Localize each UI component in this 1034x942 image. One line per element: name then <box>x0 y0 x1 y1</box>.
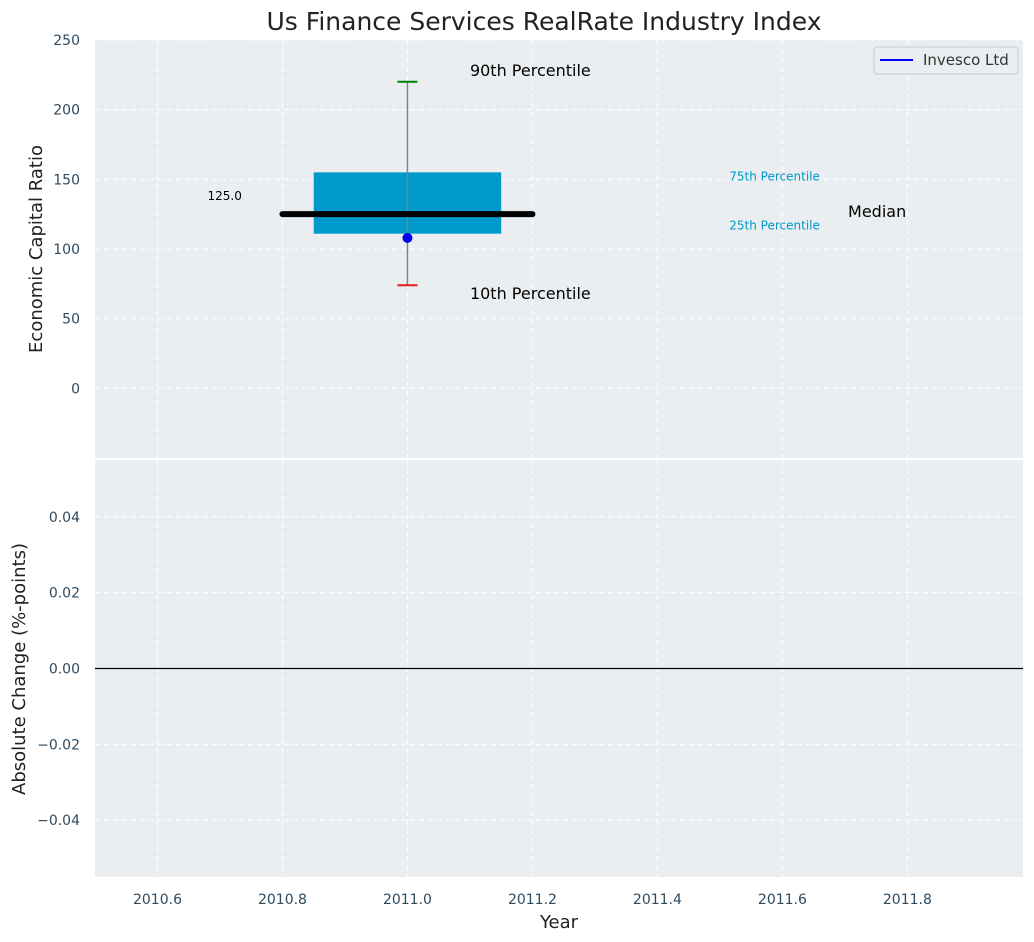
bottom-y-tick-label: 0.02 <box>49 586 80 602</box>
top-y-tick-label: 100 <box>53 242 80 258</box>
legend: Invesco Ltd <box>873 46 1019 75</box>
x-tick-label: 2010.8 <box>258 892 307 908</box>
median-value-label: 125.0 <box>207 189 241 203</box>
chart-title: Us Finance Services RealRate Industry In… <box>267 7 822 36</box>
company-point-invesco <box>402 232 413 243</box>
top-y-tick-label: 250 <box>53 33 80 49</box>
x-tick-label: 2011.8 <box>883 892 932 908</box>
x-tick-label: 2011.0 <box>383 892 432 908</box>
top-y-tick-label: 200 <box>53 103 80 119</box>
p75-label: 75th Percentile <box>729 170 820 184</box>
top-panel: 0 50 100 150 200 250 Economic Capital Ratio 9… <box>26 33 1023 458</box>
x-ticks: 2010.6 2010.8 2011.0 2011.2 2011.4 2011.6 2011… <box>133 892 932 908</box>
x-axis-label: Year <box>539 912 579 933</box>
legend-frame <box>873 46 1019 75</box>
bottom-y-tick-label: −0.04 <box>37 813 80 829</box>
top-y-tick-label: 0 <box>71 381 80 397</box>
top-grid <box>95 39 1023 458</box>
bottom-y-tick-label: −0.02 <box>37 737 80 753</box>
legend-label-invesco: Invesco Ltd <box>923 51 1009 69</box>
p90-label: 90th Percentile <box>470 61 591 80</box>
x-tick-label: 2011.4 <box>633 892 682 908</box>
bottom-y-tick-label: 0.00 <box>49 662 80 678</box>
median-label: Median <box>848 202 906 221</box>
p25-label: 25th Percentile <box>729 218 820 232</box>
x-tick-label: 2011.2 <box>508 892 557 908</box>
top-y-tick-label: 150 <box>53 172 80 188</box>
top-y-ticks: 0 50 100 150 200 250 <box>53 33 80 397</box>
bottom-y-tick-label: 0.04 <box>49 510 80 526</box>
bottom-panel: 0.04 0.02 0.00 −0.02 −0.04 2010.6 2010.8 2011.… <box>9 460 1023 933</box>
x-tick-label: 2010.6 <box>133 892 182 908</box>
top-y-tick-label: 50 <box>62 312 80 328</box>
bottom-y-ticks: 0.04 0.02 0.00 −0.02 −0.04 <box>37 510 80 829</box>
p10-label: 10th Percentile <box>470 284 591 303</box>
box-plot <box>279 80 536 287</box>
top-y-axis-label: Economic Capital Ratio <box>26 145 47 353</box>
x-tick-label: 2011.6 <box>758 892 807 908</box>
bottom-y-axis-label: Absolute Change (%-points) <box>9 543 30 795</box>
percentile-annotations: 90th Percentile 10th Percentile 75th Perce… <box>207 61 906 303</box>
